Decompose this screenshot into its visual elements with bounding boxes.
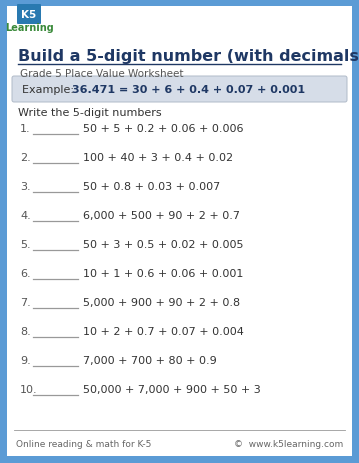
Text: Write the 5-digit numbers: Write the 5-digit numbers [18,108,162,118]
Text: 3.: 3. [20,181,31,192]
Text: 4.: 4. [20,211,31,220]
Text: 10 + 2 + 0.7 + 0.07 + 0.004: 10 + 2 + 0.7 + 0.07 + 0.004 [83,326,244,336]
FancyBboxPatch shape [12,77,347,103]
Text: ©  www.k5learning.com: © www.k5learning.com [234,439,343,448]
Text: Online reading & math for K-5: Online reading & math for K-5 [16,439,151,448]
Text: 5.: 5. [20,239,31,250]
Text: K5: K5 [22,10,37,20]
Text: 7,000 + 700 + 80 + 0.9: 7,000 + 700 + 80 + 0.9 [83,355,217,365]
Text: 50,000 + 7,000 + 900 + 50 + 3: 50,000 + 7,000 + 900 + 50 + 3 [83,384,261,394]
Text: 7.: 7. [20,297,31,307]
FancyBboxPatch shape [17,5,41,25]
Text: 50 + 0.8 + 0.03 + 0.007: 50 + 0.8 + 0.03 + 0.007 [83,181,220,192]
Text: 36.471 = 30 + 6 + 0.4 + 0.07 + 0.001: 36.471 = 30 + 6 + 0.4 + 0.07 + 0.001 [72,85,305,95]
Text: 5,000 + 900 + 90 + 2 + 0.8: 5,000 + 900 + 90 + 2 + 0.8 [83,297,240,307]
Text: Example:: Example: [22,85,84,95]
Text: Build a 5-digit number (with decimals): Build a 5-digit number (with decimals) [18,49,359,64]
Text: 8.: 8. [20,326,31,336]
Text: Learning: Learning [5,23,53,33]
Text: 50 + 5 + 0.2 + 0.06 + 0.006: 50 + 5 + 0.2 + 0.06 + 0.006 [83,124,243,134]
Text: 50 + 3 + 0.5 + 0.02 + 0.005: 50 + 3 + 0.5 + 0.02 + 0.005 [83,239,243,250]
Text: 6,000 + 500 + 90 + 2 + 0.7: 6,000 + 500 + 90 + 2 + 0.7 [83,211,240,220]
Text: Grade 5 Place Value Worksheet: Grade 5 Place Value Worksheet [20,69,183,79]
Text: 10 + 1 + 0.6 + 0.06 + 0.001: 10 + 1 + 0.6 + 0.06 + 0.001 [83,269,243,278]
Text: 1.: 1. [20,124,31,134]
Text: 100 + 40 + 3 + 0.4 + 0.02: 100 + 40 + 3 + 0.4 + 0.02 [83,153,233,163]
Text: 6.: 6. [20,269,31,278]
Text: 2.: 2. [20,153,31,163]
FancyBboxPatch shape [7,7,352,456]
Text: 10.: 10. [20,384,38,394]
Text: 9.: 9. [20,355,31,365]
